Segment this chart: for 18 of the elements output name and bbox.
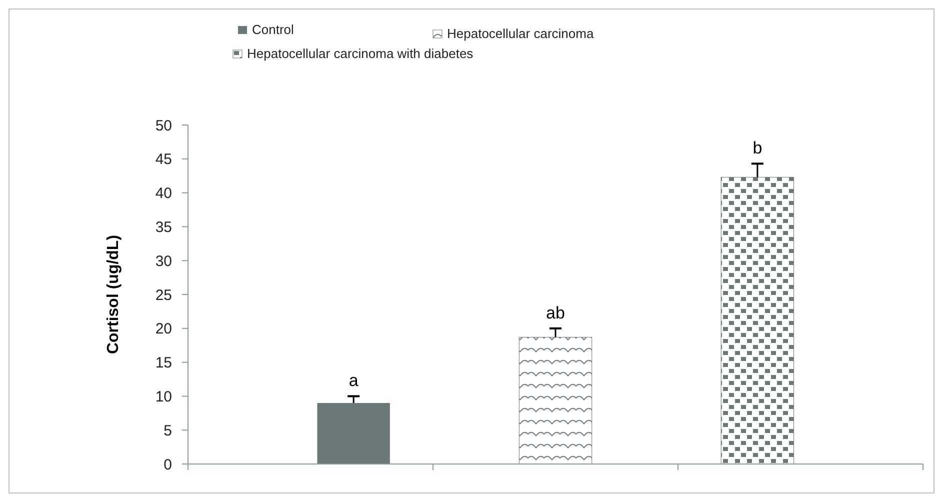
y-tick-label: 35 bbox=[155, 218, 172, 236]
legend-label: Hepatocellular carcinoma bbox=[447, 26, 594, 41]
y-tick-label: 15 bbox=[155, 354, 172, 372]
y-tick-label: 40 bbox=[155, 185, 172, 202]
y-tick-label: 20 bbox=[155, 320, 172, 338]
y-tick-label: 30 bbox=[155, 252, 172, 270]
annotation: a bbox=[348, 371, 359, 390]
y-tick-label: 45 bbox=[155, 151, 172, 168]
y-tick-label: 5 bbox=[164, 422, 172, 440]
annotation: b bbox=[752, 138, 762, 158]
y-tick-label: 50 bbox=[155, 117, 172, 134]
annotation: ab bbox=[546, 303, 565, 322]
legend-label: Control bbox=[252, 22, 294, 37]
y-tick-label: 0 bbox=[164, 456, 172, 474]
y-axis-title: Cortisol (ug/dL) bbox=[105, 234, 122, 354]
y-tick-label: 10 bbox=[155, 388, 172, 406]
y-tick-label: 25 bbox=[155, 286, 172, 304]
legend-label: Hepatocellular carcinoma with diabetes bbox=[247, 46, 474, 61]
